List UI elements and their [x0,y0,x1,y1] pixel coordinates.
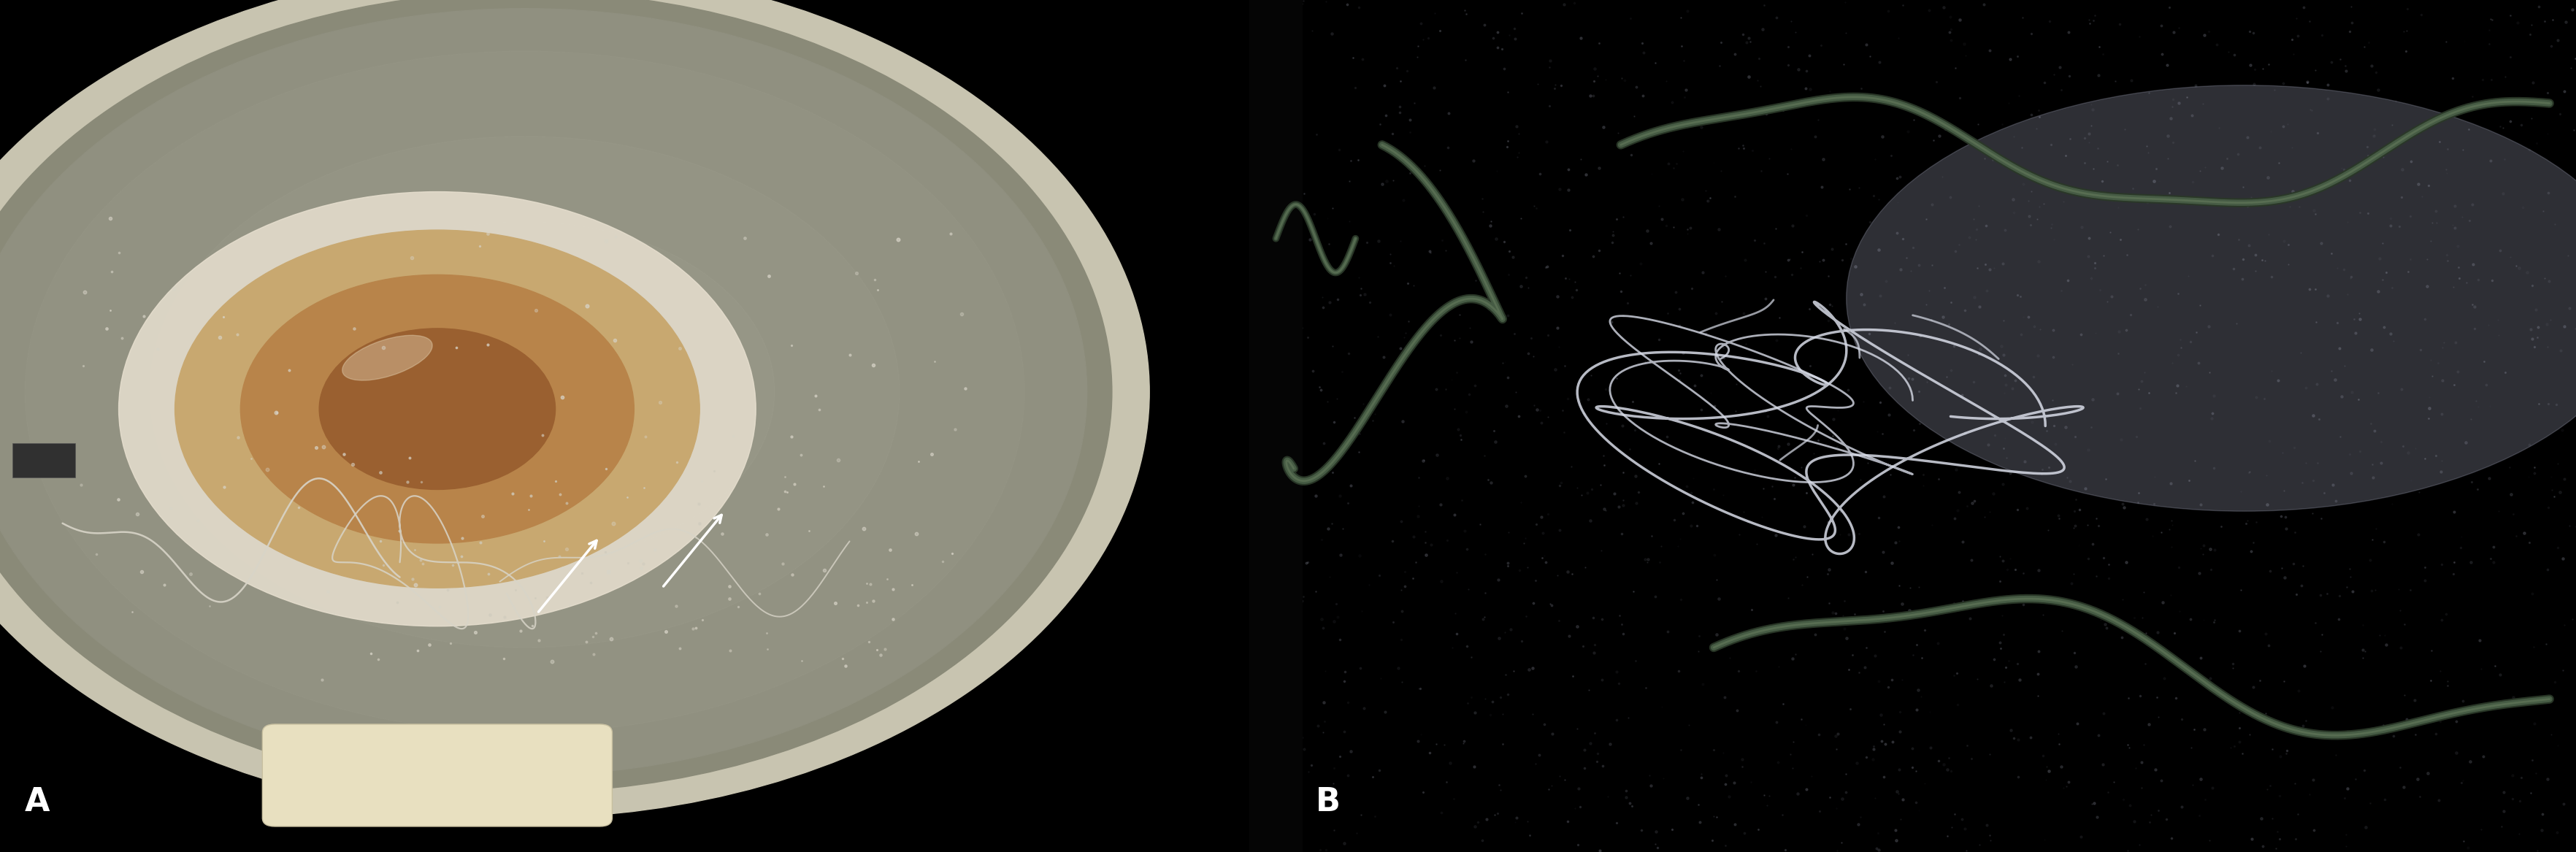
Circle shape [0,0,1113,792]
Circle shape [319,328,556,489]
Ellipse shape [343,336,433,380]
Circle shape [0,9,1087,775]
Circle shape [175,230,701,588]
Circle shape [149,136,899,648]
Circle shape [26,51,1025,733]
Circle shape [276,222,775,562]
Circle shape [118,192,755,626]
FancyBboxPatch shape [263,724,613,826]
Circle shape [0,0,1149,818]
Bar [1249,0,1303,852]
Circle shape [240,274,634,544]
Text: B: B [1316,786,1340,818]
Text: A: A [26,786,49,818]
Bar [13,443,75,477]
Ellipse shape [1847,85,2576,511]
